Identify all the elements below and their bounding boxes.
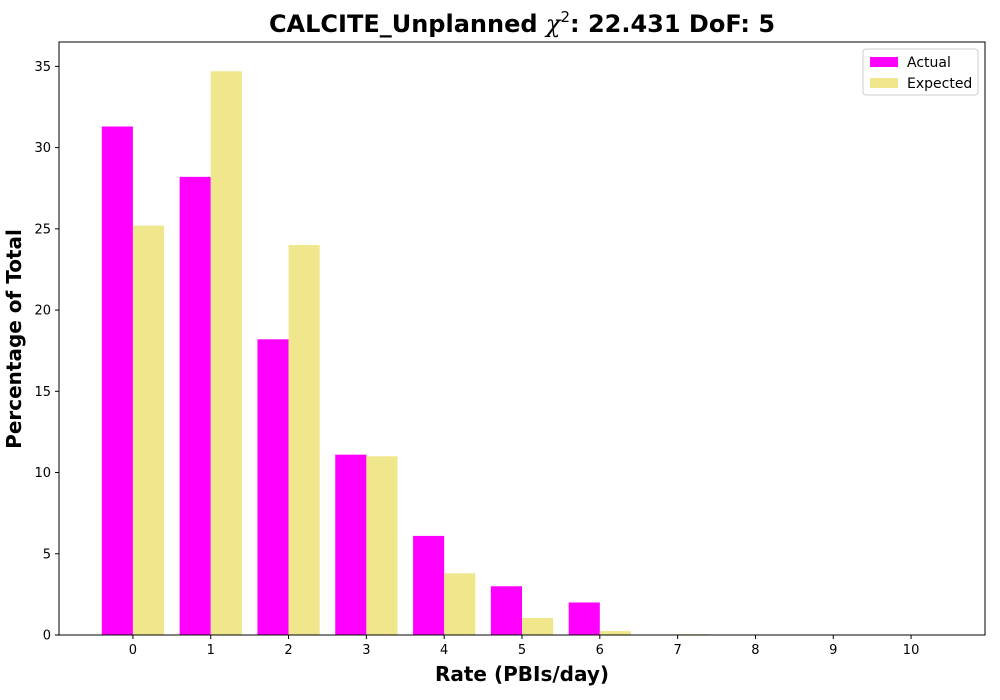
bar-expected-0 [132,225,165,635]
x-tick-label-7: 7 [673,643,681,658]
x-tick-label-6: 6 [596,643,604,658]
x-tick-label-4: 4 [440,643,448,658]
y-tick-label-35: 35 [34,60,51,75]
legend-swatch-actual [870,57,898,67]
y-tick-label-20: 20 [34,304,51,319]
bar-expected-6 [599,631,631,635]
bar-expected-3 [366,456,398,635]
bar-expected-5 [522,617,554,635]
chart-title-sup: 2 [560,8,570,26]
y-tick-label-5: 5 [43,547,51,562]
y-tick-label-25: 25 [34,222,51,237]
chart-title: CALCITE_Unplanned χ2: 22.431 DoF: 5 [269,8,775,38]
bar-actual-2 [257,339,289,635]
y-tick-label-0: 0 [43,629,51,644]
y-tick-label-30: 30 [34,141,51,156]
bar-actual-3 [335,454,367,635]
x-tick-label-8: 8 [751,643,759,658]
bar-actual-5 [490,586,522,635]
legend-label-expected: Expected [907,76,972,92]
x-tick-label-0: 0 [129,643,137,658]
x-axis-label: Rate (PBIs/day) [435,662,609,686]
bar-actual-4 [413,535,445,635]
legend-label-actual: Actual [907,55,951,71]
x-tick-label-10: 10 [903,643,920,658]
x-tick-label-3: 3 [362,643,370,658]
bar-actual-0 [101,126,133,636]
bar-actual-1 [179,176,211,636]
legend-swatch-expected [870,78,898,88]
plot-area: 0 1 2 3 4 5 6 7 8 9 10 0 5 10 15 20 25 30 35 [34,41,986,658]
chart-title-prefix: CALCITE_Unplanned [269,10,546,38]
bar-expected-1 [210,71,242,635]
x-tick-label-1: 1 [207,643,215,658]
y-axis-label: Percentage of Total [2,229,26,449]
y-tick-label-15: 15 [34,385,51,400]
bar-actual-6 [568,602,600,635]
bar-expected-2 [288,245,320,635]
chart-title-suffix: : 22.431 DoF: 5 [570,10,775,38]
x-tick-label-2: 2 [284,643,292,658]
x-tick-label-9: 9 [829,643,837,658]
chart-title-chi: χ [544,10,562,38]
legend: Actual Expected [862,48,979,96]
y-tick-label-10: 10 [34,466,51,481]
x-tick-label-5: 5 [518,643,526,658]
bar-expected-4 [444,573,476,635]
